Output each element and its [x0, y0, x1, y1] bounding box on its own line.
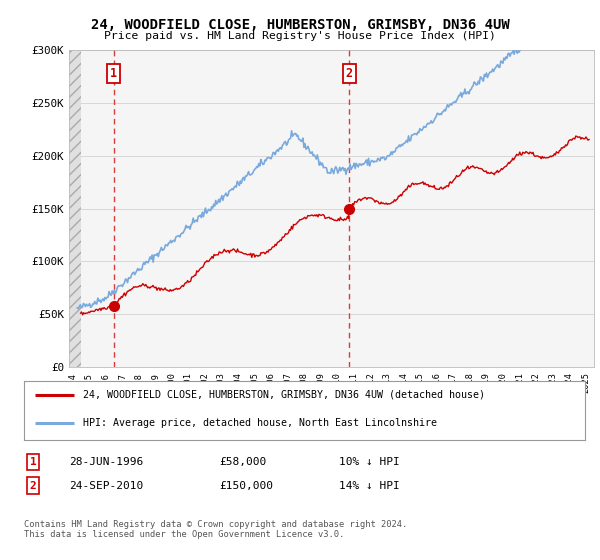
Bar: [69, 50, 82, 367]
Text: HPI: Average price, detached house, North East Lincolnshire: HPI: Average price, detached house, Nort…: [83, 418, 437, 428]
Text: 1: 1: [110, 67, 117, 80]
Text: 1: 1: [29, 457, 37, 467]
Text: £58,000: £58,000: [219, 457, 266, 467]
Text: Price paid vs. HM Land Registry's House Price Index (HPI): Price paid vs. HM Land Registry's House …: [104, 31, 496, 41]
Text: 14% ↓ HPI: 14% ↓ HPI: [339, 480, 400, 491]
Text: £150,000: £150,000: [219, 480, 273, 491]
Text: 24, WOODFIELD CLOSE, HUMBERSTON, GRIMSBY, DN36 4UW: 24, WOODFIELD CLOSE, HUMBERSTON, GRIMSBY…: [91, 18, 509, 32]
Text: 24-SEP-2010: 24-SEP-2010: [69, 480, 143, 491]
Text: 28-JUN-1996: 28-JUN-1996: [69, 457, 143, 467]
Text: Contains HM Land Registry data © Crown copyright and database right 2024.
This d: Contains HM Land Registry data © Crown c…: [24, 520, 407, 539]
Text: 2: 2: [346, 67, 353, 80]
Text: 24, WOODFIELD CLOSE, HUMBERSTON, GRIMSBY, DN36 4UW (detached house): 24, WOODFIELD CLOSE, HUMBERSTON, GRIMSBY…: [83, 390, 485, 400]
Text: 10% ↓ HPI: 10% ↓ HPI: [339, 457, 400, 467]
Text: 2: 2: [29, 480, 37, 491]
